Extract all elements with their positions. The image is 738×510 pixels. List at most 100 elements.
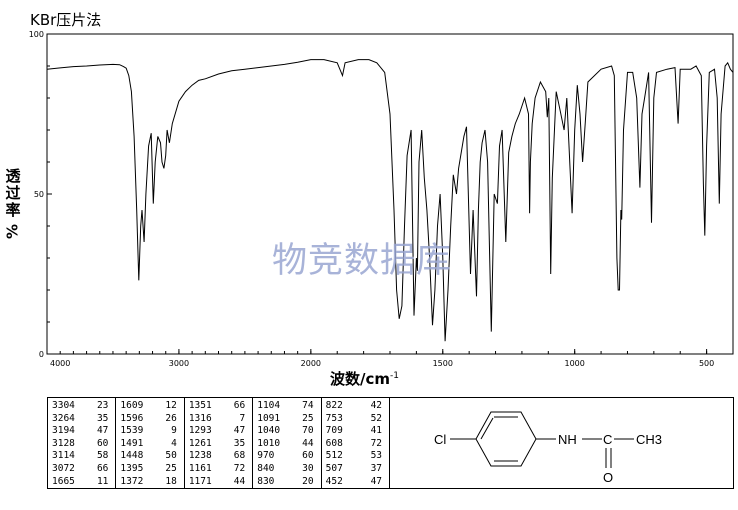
- peak-transmittance: 72: [233, 462, 246, 474]
- plot-frame: [46, 33, 734, 355]
- peak-wavenumber: 970: [257, 450, 275, 462]
- peak-transmittance: 47: [96, 425, 109, 437]
- nh-group-label: NH: [558, 432, 577, 447]
- peak-wavenumber: 3304: [52, 400, 75, 411]
- peak-transmittance: 70: [302, 425, 314, 437]
- x-label-main: 波数/cm: [330, 370, 391, 388]
- peak-wavenumber: 753: [325, 412, 343, 424]
- peak-wavenumber: 840: [257, 462, 275, 474]
- peak-row: 3114 58: [52, 450, 115, 463]
- peak-wavenumber: 1665: [52, 475, 75, 487]
- peak-row: 970 60: [257, 450, 320, 463]
- peak-row: 3072 66: [52, 463, 115, 476]
- peak-transmittance: 37: [370, 462, 383, 474]
- y-axis-label: 透 过 率 %: [2, 168, 24, 240]
- peak-wavenumber: 1351: [188, 400, 212, 411]
- peak-row: 1293 47: [189, 425, 252, 438]
- x-tick-label: 1500: [433, 359, 453, 368]
- y-label-unit: %: [3, 223, 22, 240]
- peak-row: 1372 18: [120, 476, 183, 489]
- peak-row: 1010 44: [257, 438, 320, 451]
- peak-row: 1104 74: [257, 400, 320, 413]
- peak-transmittance: 35: [96, 412, 109, 424]
- peak-transmittance: 44: [302, 437, 314, 449]
- peak-transmittance: 26: [165, 412, 177, 424]
- peak-row: 3194 47: [52, 425, 115, 438]
- peak-transmittance: 47: [233, 425, 246, 437]
- spectrum-line: [46, 59, 734, 342]
- peak-row: 840 30: [257, 463, 320, 476]
- peak-transmittance: 66: [96, 462, 109, 474]
- peak-row: 1596 26: [120, 413, 183, 426]
- peak-wavenumber: 1372: [120, 475, 144, 487]
- y-tick-label: 100: [29, 30, 44, 39]
- peak-wavenumber: 1539: [120, 425, 144, 437]
- peak-row: 1609 12: [120, 400, 183, 413]
- peak-wavenumber: 1261: [188, 437, 212, 449]
- peak-transmittance: 25: [165, 462, 177, 474]
- peak-transmittance: 7: [239, 412, 246, 424]
- peak-wavenumber: 1316: [188, 412, 212, 424]
- peak-wavenumber: 1395: [120, 462, 144, 474]
- peak-wavenumber: 1293: [188, 425, 212, 437]
- peak-transmittance: 68: [233, 450, 246, 462]
- peak-transmittance: 20: [302, 475, 314, 487]
- peak-wavenumber: 1491: [120, 437, 144, 449]
- peak-wavenumber: 452: [325, 475, 343, 487]
- peak-row: 1091 25: [257, 413, 320, 426]
- peak-wavenumber: 3128: [52, 437, 75, 449]
- x-label-exponent: -1: [390, 371, 399, 381]
- peak-wavenumber: 3264: [52, 412, 75, 424]
- x-tick-label: 4000: [50, 359, 70, 368]
- peak-row: 512 53: [326, 450, 389, 463]
- peak-transmittance: 9: [171, 425, 177, 437]
- methyl-group-label: CH3: [636, 432, 662, 447]
- peak-transmittance: 58: [96, 450, 109, 462]
- watermark: 物竞数据库: [272, 241, 453, 281]
- peak-row: 830 20: [257, 476, 320, 489]
- peak-wavenumber: 1238: [188, 450, 212, 462]
- peak-row: 1040 70: [257, 425, 320, 438]
- peak-transmittance: 66: [233, 400, 246, 411]
- peak-wavenumber: 830: [257, 475, 275, 487]
- peak-column: 3304 23 3264 35 3194 47 3128 60 3114 58 3072 66 1665…: [48, 398, 117, 489]
- y-label-char: 率: [5, 201, 21, 219]
- peak-row: 1395 25: [120, 463, 183, 476]
- x-tick-label: 2000: [301, 359, 321, 368]
- carbonyl-carbon-label: C: [603, 432, 612, 447]
- y-tick-label: 50: [34, 190, 44, 199]
- peak-wavenumber: 1596: [120, 412, 144, 424]
- peak-transmittance: 12: [165, 400, 177, 411]
- peak-transmittance: 11: [96, 475, 109, 487]
- peak-row: 452 47: [326, 476, 389, 489]
- peak-row: 1261 35: [189, 438, 252, 451]
- chemical-structure: Cl NH C CH3 O: [390, 397, 734, 489]
- peak-wavenumber: 3114: [52, 450, 75, 462]
- peak-column: 822 42 753 52 709 41 608 72 512 53 507 37 452 47: [322, 398, 389, 488]
- peak-transmittance: 18: [165, 475, 177, 487]
- peak-wavenumber: 709: [325, 425, 343, 437]
- x-tick-label: 500: [699, 359, 714, 368]
- peak-wavenumber: 507: [325, 462, 343, 474]
- peak-row: 1665 11: [52, 476, 115, 489]
- y-label-char: 透: [5, 167, 21, 185]
- peak-column: 1104 74 1091 25 1040 70 1010 44 970 60 840 30 830 20: [253, 398, 322, 489]
- peak-wavenumber: 1040: [257, 425, 281, 437]
- peak-row: 608 72: [326, 438, 389, 451]
- peak-transmittance: 60: [302, 450, 314, 462]
- peak-row: 3264 35: [52, 413, 115, 426]
- peak-row: 507 37: [326, 463, 389, 476]
- peak-row: 1316 7: [189, 413, 252, 426]
- peak-wavenumber: 1161: [188, 462, 212, 474]
- peak-wavenumber: 1609: [120, 400, 144, 411]
- peak-transmittance: 74: [302, 400, 314, 411]
- x-tick-label: 1000: [565, 359, 585, 368]
- peak-wavenumber: 1104: [257, 400, 281, 411]
- peak-wavenumber: 822: [325, 400, 343, 411]
- cl-atom-label: Cl: [434, 432, 446, 447]
- peak-row: 1171 44: [189, 476, 252, 489]
- peak-transmittance: 35: [233, 437, 246, 449]
- peak-transmittance: 23: [96, 400, 109, 411]
- peak-wavenumber: 3072: [52, 462, 75, 474]
